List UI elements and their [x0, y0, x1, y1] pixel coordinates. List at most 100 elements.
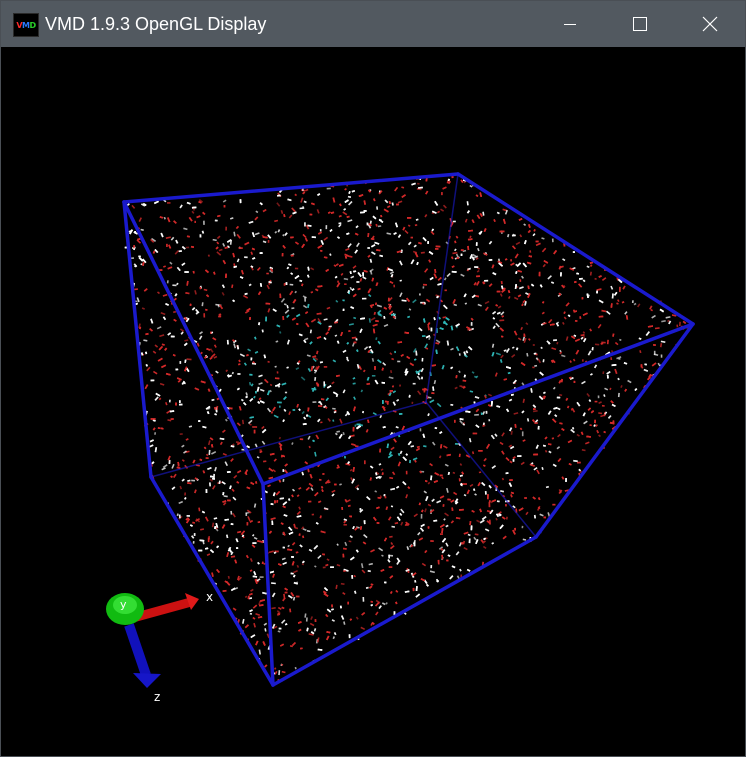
vmd-app-icon[interactable]: V M D [13, 13, 39, 37]
atom-bond [237, 470, 242, 474]
atom-bond [527, 293, 531, 298]
atom-bond [459, 418, 464, 421]
atom-bond [362, 410, 365, 414]
atom-bond [344, 541, 348, 547]
atom-bond [170, 475, 173, 478]
atom-bond [491, 264, 495, 269]
atom-bond [544, 436, 548, 440]
atom-bond [356, 349, 359, 353]
atom-bond [185, 317, 190, 323]
atom-bond [507, 233, 510, 238]
atom-bond [254, 443, 258, 448]
atom-bond [306, 530, 311, 533]
atom-bond [607, 415, 612, 419]
atom-bond [526, 418, 530, 422]
atom-bond [251, 533, 255, 537]
molecular-scene[interactable]: x y z [1, 47, 745, 756]
atom-bond [424, 549, 428, 554]
atom-bond [391, 357, 395, 361]
atom-bond [222, 259, 226, 265]
atom-bond [361, 611, 366, 616]
atom-bond [380, 468, 384, 472]
atom-bond [232, 496, 237, 501]
atom-bond [388, 376, 394, 380]
atom-bond [565, 397, 569, 401]
atom-bond [596, 288, 602, 291]
atom-bond [416, 375, 421, 380]
atom-bond [164, 347, 168, 351]
atom-bond [307, 407, 310, 412]
atom-bond [348, 323, 354, 326]
atom-bond [623, 362, 628, 365]
atom-bond [160, 427, 164, 430]
atom-bond [272, 625, 278, 630]
atom-bond [286, 314, 290, 318]
atom-bond [379, 495, 383, 499]
atom-bond [325, 613, 329, 618]
atom-bond [661, 320, 666, 323]
atom-bond [405, 494, 409, 499]
atom-bond [205, 405, 211, 410]
atom-bond [440, 548, 444, 551]
atom-bond [389, 476, 394, 480]
atom-bond [463, 494, 467, 497]
close-button[interactable] [675, 1, 745, 47]
maximize-button[interactable] [605, 1, 675, 47]
atom-bond [368, 318, 371, 323]
atom-bond [306, 274, 310, 278]
atom-bond [282, 244, 286, 249]
atom-bond [336, 282, 341, 288]
atom-bond [334, 334, 338, 337]
atom-bond [353, 574, 357, 578]
atom-bond [187, 479, 191, 482]
atom-bond [313, 628, 317, 632]
atom-bond [471, 256, 475, 261]
atom-bond [215, 407, 218, 413]
atom-bond [335, 584, 338, 590]
atom-bond [639, 350, 642, 354]
atom-bond [169, 261, 173, 265]
atom-bond [372, 323, 378, 327]
atom-bond [198, 335, 203, 340]
title-bar[interactable]: V M D VMD 1.9.3 OpenGL Display [1, 1, 745, 47]
atom-bond [389, 352, 393, 356]
atom-bond [372, 516, 377, 521]
atom-bond [354, 249, 358, 254]
atom-bond [286, 339, 290, 345]
opengl-display-canvas[interactable]: x y z [1, 47, 745, 756]
atom-bond [232, 607, 237, 611]
atom-bond [415, 218, 419, 221]
atom-bond [574, 338, 581, 342]
atom-bond [444, 512, 449, 517]
atom-bond [237, 530, 242, 534]
atom-bond [170, 236, 175, 241]
atom-bond [336, 543, 339, 546]
atom-bond [404, 523, 408, 527]
atom-bond [367, 419, 370, 424]
atom-bond [367, 223, 372, 229]
atom-bond [354, 527, 358, 531]
atom-bond [201, 510, 206, 514]
atom-bond [135, 300, 138, 303]
atom-bond [342, 389, 346, 394]
atom-bond [458, 541, 463, 547]
atom-bond [404, 229, 409, 234]
atom-bond [222, 502, 227, 506]
atom-bond [347, 289, 350, 294]
atom-bond [196, 215, 201, 219]
atom-bond [494, 433, 498, 437]
atom-bond [423, 490, 428, 494]
atom-bond [462, 540, 466, 545]
atom-bond [218, 480, 221, 485]
atom-bond [244, 292, 248, 296]
minimize-button[interactable] [535, 1, 605, 47]
atom-bond [356, 425, 361, 430]
atom-bond [363, 200, 366, 205]
atom-bond [435, 342, 440, 345]
atom-bond [473, 536, 477, 541]
atom-bond [519, 427, 523, 431]
atom-bond [387, 268, 393, 272]
atom-bond [258, 322, 261, 326]
atom-bond [173, 310, 177, 314]
atom-bond [532, 496, 536, 500]
